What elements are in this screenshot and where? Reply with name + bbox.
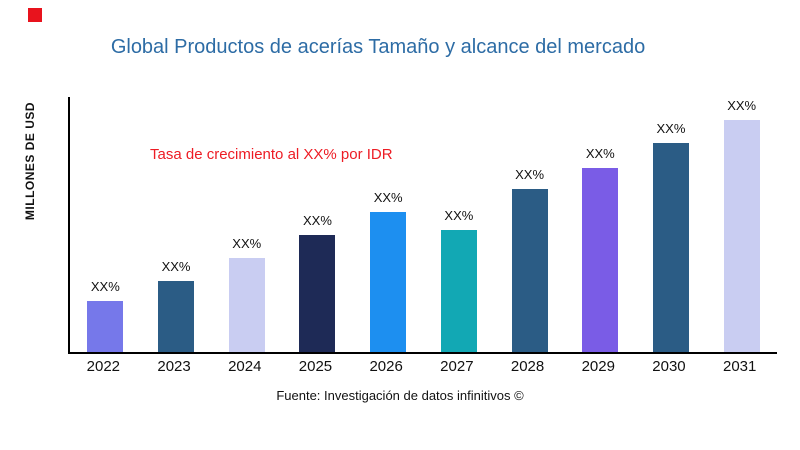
bar-value-label-2022: XX% xyxy=(90,279,120,294)
bar-2024 xyxy=(228,257,265,352)
bar-group-2028: XX% xyxy=(494,97,565,352)
bar-group-2023: XX% xyxy=(141,97,212,352)
source-footer: Fuente: Investigación de datos infinitiv… xyxy=(276,388,524,403)
chart-title: Global Productos de acerías Tamaño y alc… xyxy=(110,36,646,58)
bar-group-2031: XX% xyxy=(706,97,777,352)
bar-2031 xyxy=(723,119,760,352)
x-tick-2030: 2030 xyxy=(652,358,686,375)
bars-container: XX% XX% XX% XX% XX% XX% XX% XX% XX% XX% xyxy=(70,97,777,352)
bar-2029 xyxy=(582,168,619,352)
bar-2022 xyxy=(87,301,124,352)
bar-value-label-2027: XX% xyxy=(444,207,474,223)
bar-group-2030: XX% xyxy=(636,97,707,352)
x-tick-2022: 2022 xyxy=(86,358,121,375)
bar-value-label-2026: XX% xyxy=(373,189,403,205)
bar-group-2024: XX% xyxy=(211,97,282,352)
bar-2026 xyxy=(370,211,407,352)
bar-2030 xyxy=(652,142,689,352)
bar-group-2026: XX% xyxy=(353,97,424,352)
bar-group-2029: XX% xyxy=(565,97,636,352)
bar-value-label-2023: XX% xyxy=(161,258,191,274)
bar-value-label-2024: XX% xyxy=(232,235,262,251)
growth-annotation: Tasa de crecimiento al XX% por IDR xyxy=(150,146,393,163)
bar-group-2025: XX% xyxy=(282,97,353,352)
bar-group-2022: XX% xyxy=(70,97,141,352)
bar-group-2027: XX% xyxy=(424,97,495,352)
x-tick-2028: 2028 xyxy=(510,358,545,375)
x-tick-2026: 2026 xyxy=(369,358,403,375)
bar-value-label-2031: XX% xyxy=(727,97,757,113)
bar-2025 xyxy=(299,234,336,352)
bar-2023 xyxy=(158,280,195,352)
bar-value-label-2030: XX% xyxy=(656,120,686,136)
x-tick-2031: 2031 xyxy=(722,358,757,375)
x-tick-2024: 2024 xyxy=(228,358,262,375)
bar-2028 xyxy=(511,188,548,352)
y-axis-label: MILLONES DE USD xyxy=(23,101,37,221)
x-axis-labels: 2022 2023 2024 2025 2026 2027 2028 2029 2030 2031 xyxy=(68,358,775,375)
x-tick-2029: 2029 xyxy=(581,358,615,375)
x-tick-2025: 2025 xyxy=(298,358,333,375)
bar-value-label-2029: XX% xyxy=(585,146,615,162)
plot-area: XX% XX% XX% XX% XX% XX% XX% XX% XX% XX% xyxy=(68,97,777,354)
x-tick-2027: 2027 xyxy=(440,358,474,375)
brand-square xyxy=(28,8,42,22)
x-tick-2023: 2023 xyxy=(157,358,191,375)
bar-value-label-2025: XX% xyxy=(303,212,332,228)
bar-value-label-2028: XX% xyxy=(515,166,545,182)
bar-2027 xyxy=(440,229,477,352)
